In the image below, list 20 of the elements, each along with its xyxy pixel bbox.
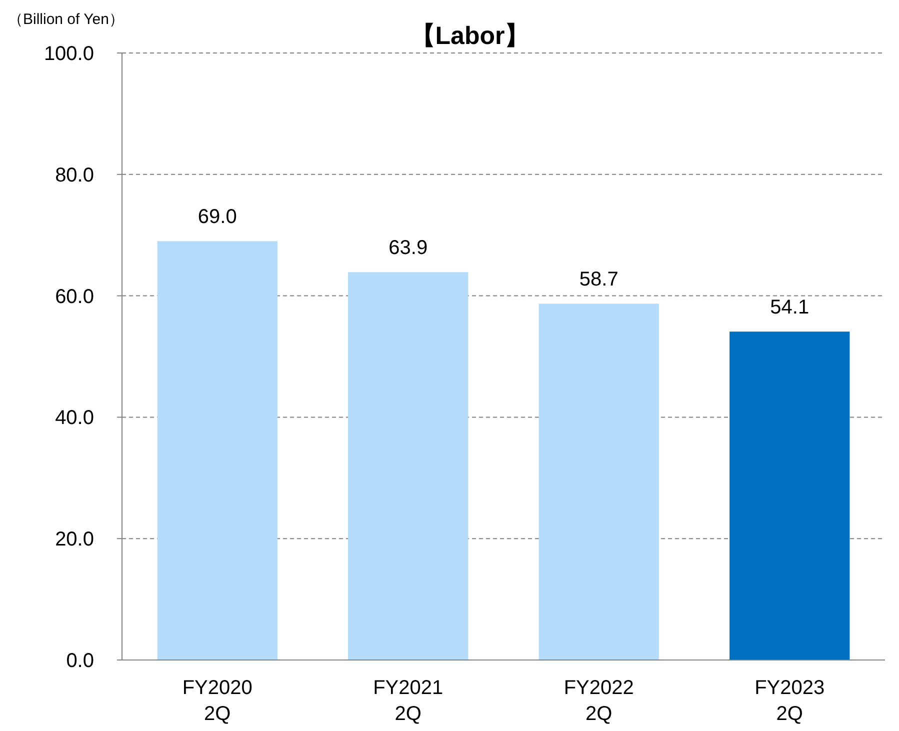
- x-tick-label: FY2021 2Q: [373, 677, 444, 725]
- x-tick-label: FY2023 2Q: [754, 677, 825, 725]
- chart-title: 【Labor】: [410, 22, 530, 50]
- bar: [157, 241, 278, 660]
- y-tick-label: 0.0: [66, 650, 94, 672]
- data-label: 63.9: [388, 237, 428, 260]
- data-label: 58.7: [579, 268, 618, 291]
- y-tick-label: 40.0: [55, 407, 94, 430]
- y-tick-label: 100.0: [44, 43, 94, 65]
- bar: [348, 272, 468, 660]
- x-tick-label: FY2022 2Q: [564, 677, 634, 725]
- data-label: 69.0: [198, 206, 237, 228]
- y-tick-label: 60.0: [55, 286, 94, 308]
- y-tick-label: 20.0: [55, 528, 94, 551]
- y-axis-title: （Billion of Yen）: [8, 11, 124, 28]
- x-tick-label: FY2020 2Q: [182, 677, 252, 725]
- bar: [730, 332, 850, 660]
- bar: [538, 304, 659, 660]
- y-tick-label: 80.0: [55, 164, 94, 186]
- data-label: 54.1: [770, 296, 810, 319]
